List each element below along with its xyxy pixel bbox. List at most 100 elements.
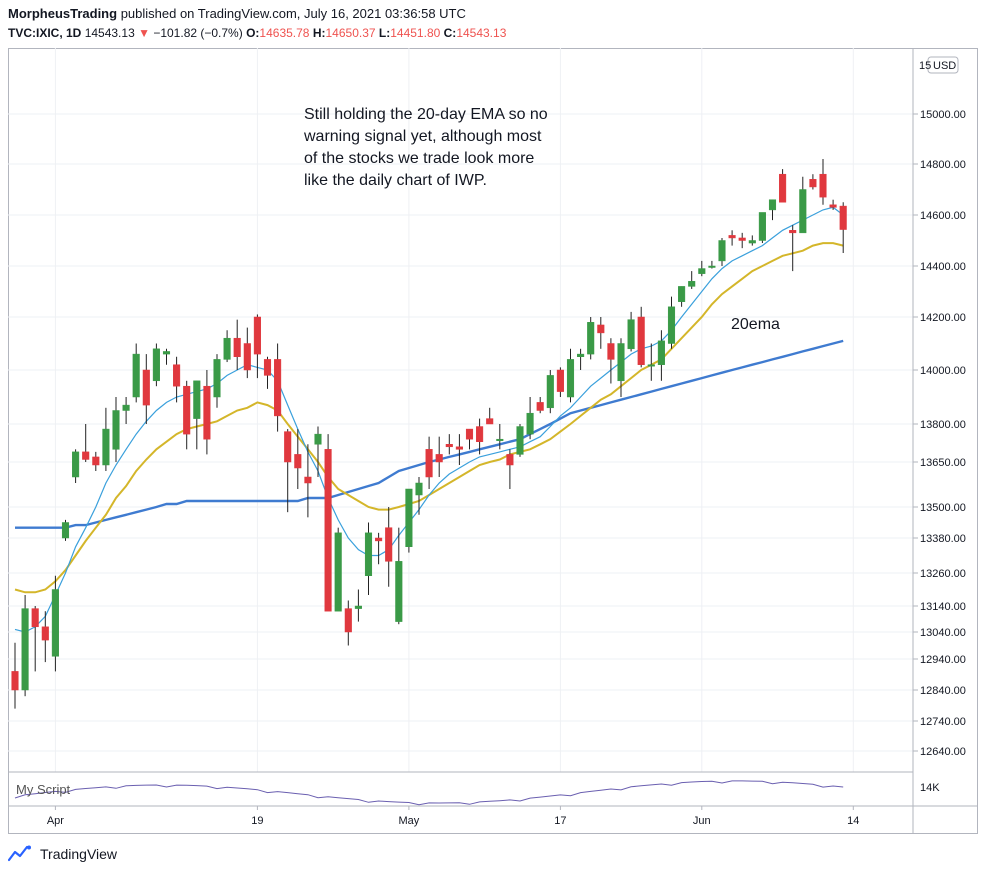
candle <box>304 444 312 518</box>
candle <box>415 477 423 515</box>
candle-body <box>385 527 393 562</box>
candle-body <box>61 522 70 539</box>
candle <box>21 595 29 697</box>
candle-body <box>768 199 777 211</box>
candle <box>395 527 403 625</box>
candle <box>375 532 383 565</box>
chart-container[interactable]: 12640.00 12740.00 12840.00 12940.00 13040.00… <box>8 48 978 834</box>
time-tick-label: Apr <box>47 815 64 827</box>
last-price: 14543.13 <box>84 26 135 40</box>
candle-body <box>415 482 423 496</box>
candle <box>284 429 292 513</box>
candle <box>41 611 49 663</box>
candle <box>809 174 817 190</box>
candle-body <box>11 671 19 691</box>
candle-body <box>344 608 352 633</box>
ema-annotation[interactable]: 20ema <box>731 316 780 333</box>
candle-body <box>203 385 211 440</box>
candle-body <box>839 205 847 230</box>
candle-body <box>829 204 837 208</box>
candle <box>31 606 39 672</box>
candle <box>142 354 150 424</box>
candle-body <box>304 476 312 484</box>
candle-body <box>748 240 756 244</box>
candle-body <box>465 428 474 440</box>
candle-body <box>607 343 615 360</box>
close-label: C: <box>443 26 457 40</box>
price-chart[interactable]: 12640.00 12740.00 12840.00 12940.00 13040.00… <box>8 48 978 834</box>
time-axis[interactable]: Apr19May17Jun14Jul19 <box>47 806 978 827</box>
candle-body <box>617 343 625 382</box>
candle <box>587 317 595 360</box>
candle-body <box>819 173 827 198</box>
candle-body <box>698 268 706 274</box>
candle-body <box>577 353 585 358</box>
candle-body <box>334 532 342 612</box>
candle <box>385 507 393 587</box>
candle-body <box>455 446 463 450</box>
candle-body <box>546 375 554 409</box>
candle <box>496 424 504 450</box>
candle <box>51 575 59 672</box>
indicator-name[interactable]: My Script <box>16 782 71 797</box>
candle <box>92 451 100 471</box>
tradingview-logo[interactable]: TradingView <box>8 845 117 863</box>
candle <box>11 642 19 709</box>
candle-body <box>405 488 413 547</box>
candle <box>768 199 777 221</box>
price-tick-label: 13800.00 <box>920 419 966 431</box>
candle <box>294 429 302 489</box>
candle-body <box>193 380 201 419</box>
candle-body <box>223 337 231 360</box>
annotation-line-4: like the daily chart of IWP. <box>304 172 487 189</box>
candle <box>445 434 453 455</box>
candle-body <box>506 454 514 466</box>
candle-body <box>799 189 807 234</box>
indicator-line <box>14 780 844 806</box>
candle-body <box>476 426 484 442</box>
low-value: 14451.80 <box>390 26 441 40</box>
currency-badge[interactable]: USD <box>927 56 959 74</box>
candle-body <box>445 444 453 448</box>
candle <box>213 354 221 408</box>
candle <box>455 434 463 465</box>
publisher-name[interactable]: MorpheusTrading <box>8 6 118 21</box>
candle <box>334 527 342 612</box>
candle <box>698 260 706 277</box>
price-tick-label: 12740.00 <box>920 716 966 728</box>
candle-body <box>354 605 362 609</box>
annotation-note[interactable]: Still holding the 20-day EMA so no warni… <box>303 106 548 189</box>
candle-body <box>779 173 787 203</box>
candle <box>425 436 433 489</box>
candle <box>556 367 564 397</box>
price-axis[interactable]: 12640.00 12740.00 12840.00 12940.00 13040.00… <box>913 109 966 758</box>
candle-body <box>486 418 494 425</box>
candle-body <box>82 451 90 460</box>
candle-body <box>647 364 655 367</box>
price-tick-label: 14200.00 <box>920 312 966 324</box>
candle <box>102 407 110 471</box>
candle <box>223 330 231 363</box>
candle <box>486 407 494 425</box>
annotation-line-3: of the stocks we trade look more <box>304 150 534 167</box>
candle <box>597 317 605 349</box>
candle-body <box>41 626 49 641</box>
candle <box>607 338 615 384</box>
candle-body <box>395 561 403 622</box>
published-text: published on TradingView.com, July 16, 2… <box>120 6 466 21</box>
candle-body <box>294 454 302 469</box>
candle <box>263 356 272 389</box>
high-value: 14650.37 <box>325 26 376 40</box>
candle <box>435 436 443 477</box>
annotation-line-1: Still holding the 20-day EMA so no <box>304 106 548 123</box>
price-tick-top: 15 <box>919 60 931 72</box>
down-arrow-icon: ▼ <box>138 26 150 40</box>
candle-body <box>688 281 696 287</box>
candle <box>344 600 352 646</box>
candle <box>577 348 585 370</box>
candle <box>72 449 80 483</box>
candle <box>324 434 332 612</box>
low-label: L: <box>378 26 391 40</box>
candle-body <box>162 351 171 355</box>
candle <box>476 418 484 455</box>
